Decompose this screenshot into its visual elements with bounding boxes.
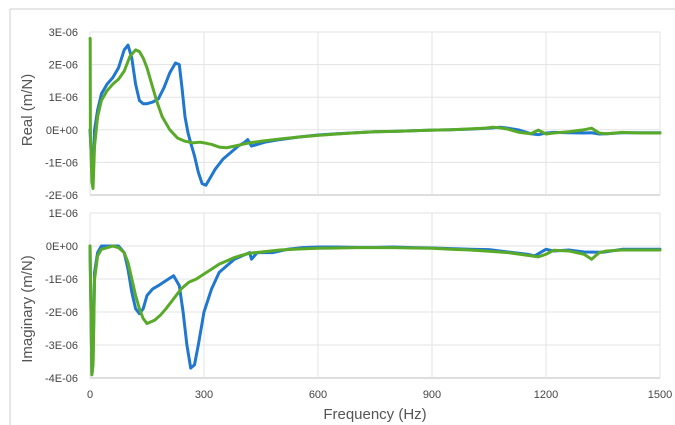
imaginary-series-line-1 <box>88 244 662 377</box>
imaginary-panel: 1E-06 0E+00 -1E-06 -2E-06 -3E-06 -4E-06 0 300 60… <box>45 208 672 401</box>
real-panel: 3E-06 2E-06 1E-06 0E+00 -1E-06 -2E-06 <box>45 27 662 202</box>
imaginary-y-axis-title: Imaginary (m/N) <box>19 255 36 363</box>
imaginary-x-tick-label: 0 <box>87 389 93 401</box>
x-axis-title: Frequency (Hz) <box>323 406 426 423</box>
imaginary-x-tick-label: 900 <box>423 389 441 401</box>
real-y-tick-label: 2E-06 <box>49 60 78 72</box>
imaginary-y-tick-label: 0E+00 <box>46 241 78 253</box>
imaginary-y-tick-label: 1E-06 <box>49 208 78 220</box>
real-series-line-2 <box>88 37 662 190</box>
imaginary-x-tick-label: 1200 <box>534 389 558 401</box>
imaginary-y-tick-label: -4E-06 <box>45 373 78 385</box>
imaginary-y-tick-label: -1E-06 <box>45 274 78 286</box>
imaginary-y-tick-label: -2E-06 <box>45 307 78 319</box>
real-y-tick-label: 1E-06 <box>49 92 78 104</box>
imaginary-y-tick-label: -3E-06 <box>45 340 78 352</box>
imaginary-x-tick-label: 300 <box>195 389 213 401</box>
real-y-tick-label: -1E-06 <box>45 157 78 169</box>
real-y-tick-label: 0E+00 <box>46 125 78 137</box>
real-y-axis-title: Real (m/N) <box>19 74 36 147</box>
imaginary-series-line-2 <box>88 244 662 377</box>
real-y-tick-label: 3E-06 <box>49 27 78 39</box>
real-series-line-1 <box>88 43 662 187</box>
imaginary-x-tick-label: 1500 <box>648 389 672 401</box>
real-y-tick-label: -2E-06 <box>45 190 78 202</box>
imaginary-x-tick-label: 600 <box>309 389 327 401</box>
